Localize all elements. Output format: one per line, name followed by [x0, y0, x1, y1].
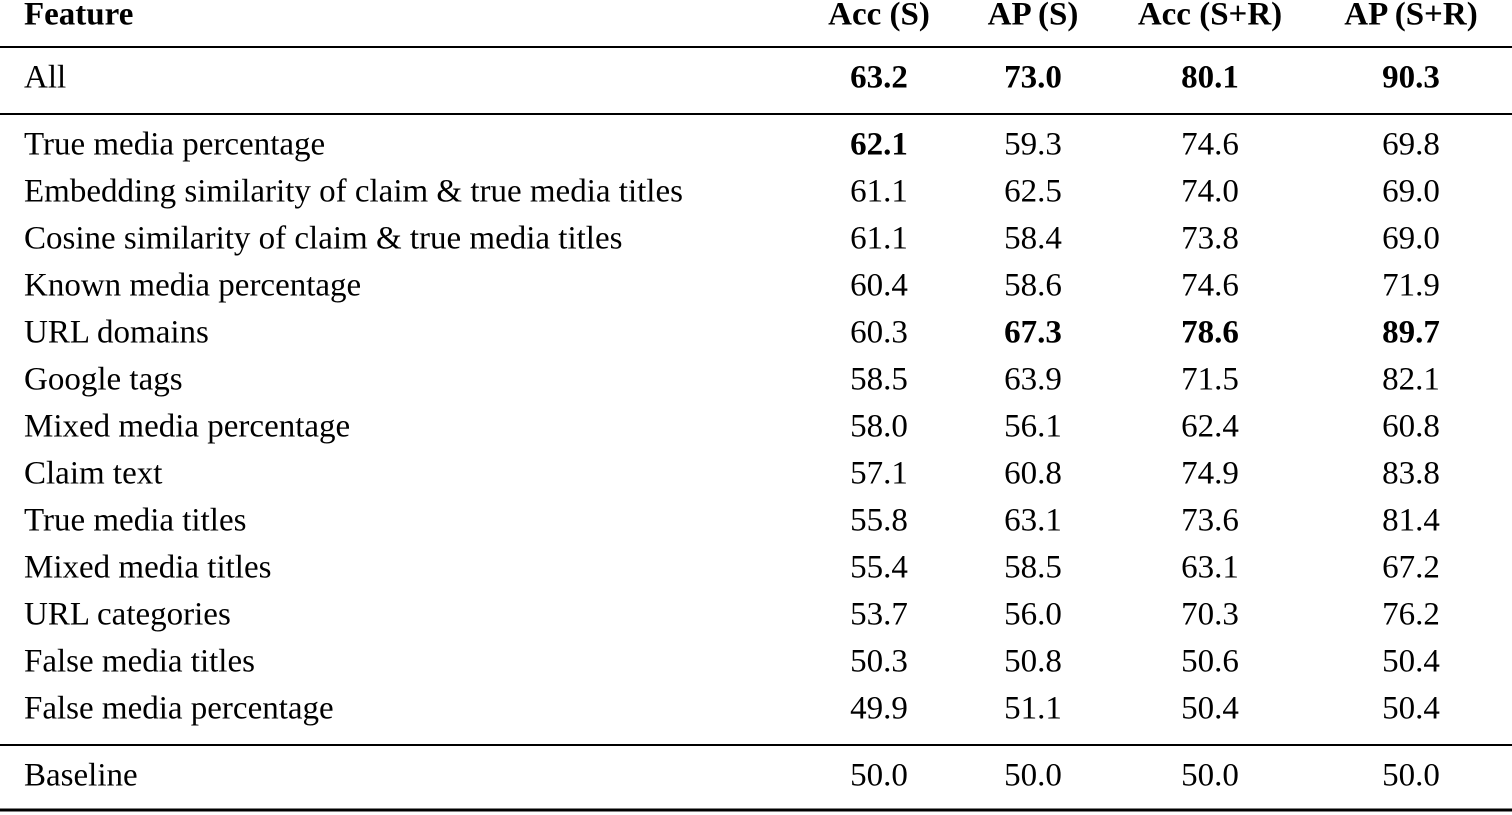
value-cell: 49.9 — [850, 691, 908, 727]
value-cell: 67.2 — [1382, 550, 1440, 586]
header-cell: Acc (S+R) — [1138, 0, 1282, 33]
value-cell: 62.5 — [1004, 174, 1062, 210]
value-cell: 58.5 — [1004, 550, 1062, 586]
value-cell: 73.6 — [1181, 503, 1239, 539]
value-cell: 63.1 — [1004, 503, 1062, 539]
value-cell: 78.6 — [1181, 315, 1239, 351]
value-cell: 89.7 — [1382, 315, 1440, 351]
value-cell: 73.0 — [1004, 60, 1062, 96]
value-cell: 62.4 — [1181, 409, 1239, 445]
value-cell: 74.9 — [1181, 456, 1239, 492]
value-cell: 50.4 — [1181, 691, 1239, 727]
value-cell: 69.0 — [1382, 174, 1440, 210]
value-cell: 90.3 — [1382, 60, 1440, 96]
value-cell: 62.1 — [850, 127, 908, 163]
header-cell: Feature — [24, 0, 133, 33]
value-cell: 53.7 — [850, 597, 908, 633]
value-cell: 60.4 — [850, 268, 908, 304]
feature-cell: Mixed media titles — [24, 550, 271, 586]
value-cell: 57.1 — [850, 456, 908, 492]
value-cell: 50.0 — [1382, 758, 1440, 794]
value-cell: 63.9 — [1004, 362, 1062, 398]
value-cell: 50.4 — [1382, 644, 1440, 680]
feature-cell: Claim text — [24, 456, 162, 492]
header-cell: AP (S+R) — [1344, 0, 1477, 33]
value-cell: 58.6 — [1004, 268, 1062, 304]
value-cell: 56.1 — [1004, 409, 1062, 445]
value-cell: 70.3 — [1181, 597, 1239, 633]
value-cell: 60.3 — [850, 315, 908, 351]
feature-cell: URL domains — [24, 315, 209, 351]
feature-cell: Known media percentage — [24, 268, 361, 304]
feature-cell: All — [24, 60, 66, 96]
value-cell: 71.5 — [1181, 362, 1239, 398]
value-cell: 59.3 — [1004, 127, 1062, 163]
value-cell: 50.0 — [1004, 758, 1062, 794]
feature-cell: True media titles — [24, 503, 246, 539]
value-cell: 61.1 — [850, 221, 908, 257]
value-cell: 55.4 — [850, 550, 908, 586]
value-cell: 60.8 — [1004, 456, 1062, 492]
value-cell: 63.2 — [850, 60, 908, 96]
feature-cell: Embedding similarity of claim & true med… — [24, 174, 683, 210]
value-cell: 80.1 — [1181, 60, 1239, 96]
header-cell: AP (S) — [988, 0, 1079, 33]
value-cell: 50.8 — [1004, 644, 1062, 680]
value-cell: 83.8 — [1382, 456, 1440, 492]
value-cell: 58.5 — [850, 362, 908, 398]
value-cell: 58.0 — [850, 409, 908, 445]
value-cell: 67.3 — [1004, 315, 1062, 351]
value-cell: 69.0 — [1382, 221, 1440, 257]
value-cell: 69.8 — [1382, 127, 1440, 163]
value-cell: 50.0 — [850, 758, 908, 794]
feature-cell: URL categories — [24, 597, 231, 633]
value-cell: 50.6 — [1181, 644, 1239, 680]
value-cell: 58.4 — [1004, 221, 1062, 257]
feature-cell: Cosine similarity of claim & true media … — [24, 221, 622, 257]
value-cell: 63.1 — [1181, 550, 1239, 586]
value-cell: 82.1 — [1382, 362, 1440, 398]
value-cell: 71.9 — [1382, 268, 1440, 304]
feature-cell: Mixed media percentage — [24, 409, 350, 445]
value-cell: 56.0 — [1004, 597, 1062, 633]
value-cell: 50.3 — [850, 644, 908, 680]
value-cell: 81.4 — [1382, 503, 1440, 539]
value-cell: 76.2 — [1382, 597, 1440, 633]
feature-cell: False media titles — [24, 644, 255, 680]
value-cell: 51.1 — [1004, 691, 1062, 727]
value-cell: 73.8 — [1181, 221, 1239, 257]
value-cell: 74.6 — [1181, 268, 1239, 304]
value-cell: 50.0 — [1181, 758, 1239, 794]
feature-cell: Baseline — [24, 758, 138, 794]
value-cell: 60.8 — [1382, 409, 1440, 445]
value-cell: 74.0 — [1181, 174, 1239, 210]
feature-cell: Google tags — [24, 362, 183, 398]
value-cell: 61.1 — [850, 174, 908, 210]
value-cell: 50.4 — [1382, 691, 1440, 727]
value-cell: 55.8 — [850, 503, 908, 539]
value-cell: 74.6 — [1181, 127, 1239, 163]
feature-cell: False media percentage — [24, 691, 334, 727]
feature-cell: True media percentage — [24, 127, 325, 163]
header-cell: Acc (S) — [828, 0, 930, 33]
